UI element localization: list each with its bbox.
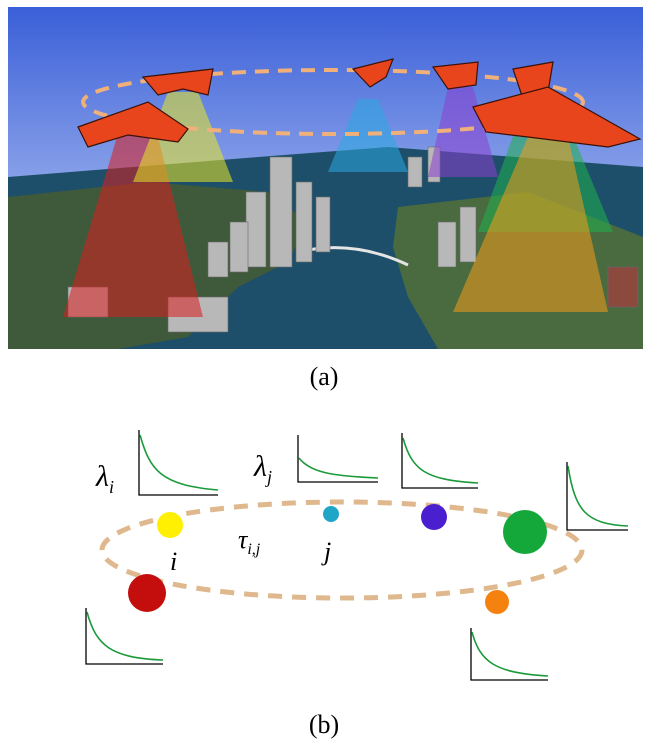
node-green — [503, 510, 547, 554]
label-node-j: j — [321, 537, 331, 566]
beam-orange — [453, 137, 608, 312]
node-yellow — [157, 512, 183, 538]
decay-plot-orange — [470, 628, 549, 681]
label-lambda-j: λj — [253, 450, 272, 487]
uav-city-scene — [8, 7, 643, 349]
decay-plot-red — [85, 608, 164, 665]
uav-icon — [472, 86, 642, 148]
node-blue — [421, 504, 447, 530]
decay-plot-i — [138, 430, 219, 496]
uav-icon — [77, 101, 189, 148]
network-diagram: λi λj τi,j i j — [85, 430, 629, 681]
label-lambda-i: λi — [95, 460, 114, 497]
node-red — [128, 574, 166, 612]
label-node-i: i — [170, 547, 177, 576]
label-tau: τi,j — [238, 525, 261, 558]
orbit-path — [99, 499, 585, 601]
caption-b: (b) — [308, 710, 340, 739]
node-cyan — [323, 506, 339, 522]
beam-yellow — [133, 92, 233, 182]
decay-plot-blue — [401, 433, 479, 489]
decay-plot-green — [566, 462, 629, 531]
buildings — [67, 146, 639, 333]
decay-plot-j — [297, 435, 379, 483]
beam-red — [63, 117, 203, 317]
caption-a: (a) — [309, 362, 339, 391]
beam-purple — [428, 87, 498, 177]
uav-orbit — [81, 68, 585, 136]
uav-icons — [77, 58, 642, 148]
uav-icon — [431, 61, 479, 90]
node-orange — [485, 590, 509, 614]
uav-icon — [141, 68, 214, 96]
uav-icon — [351, 58, 394, 88]
